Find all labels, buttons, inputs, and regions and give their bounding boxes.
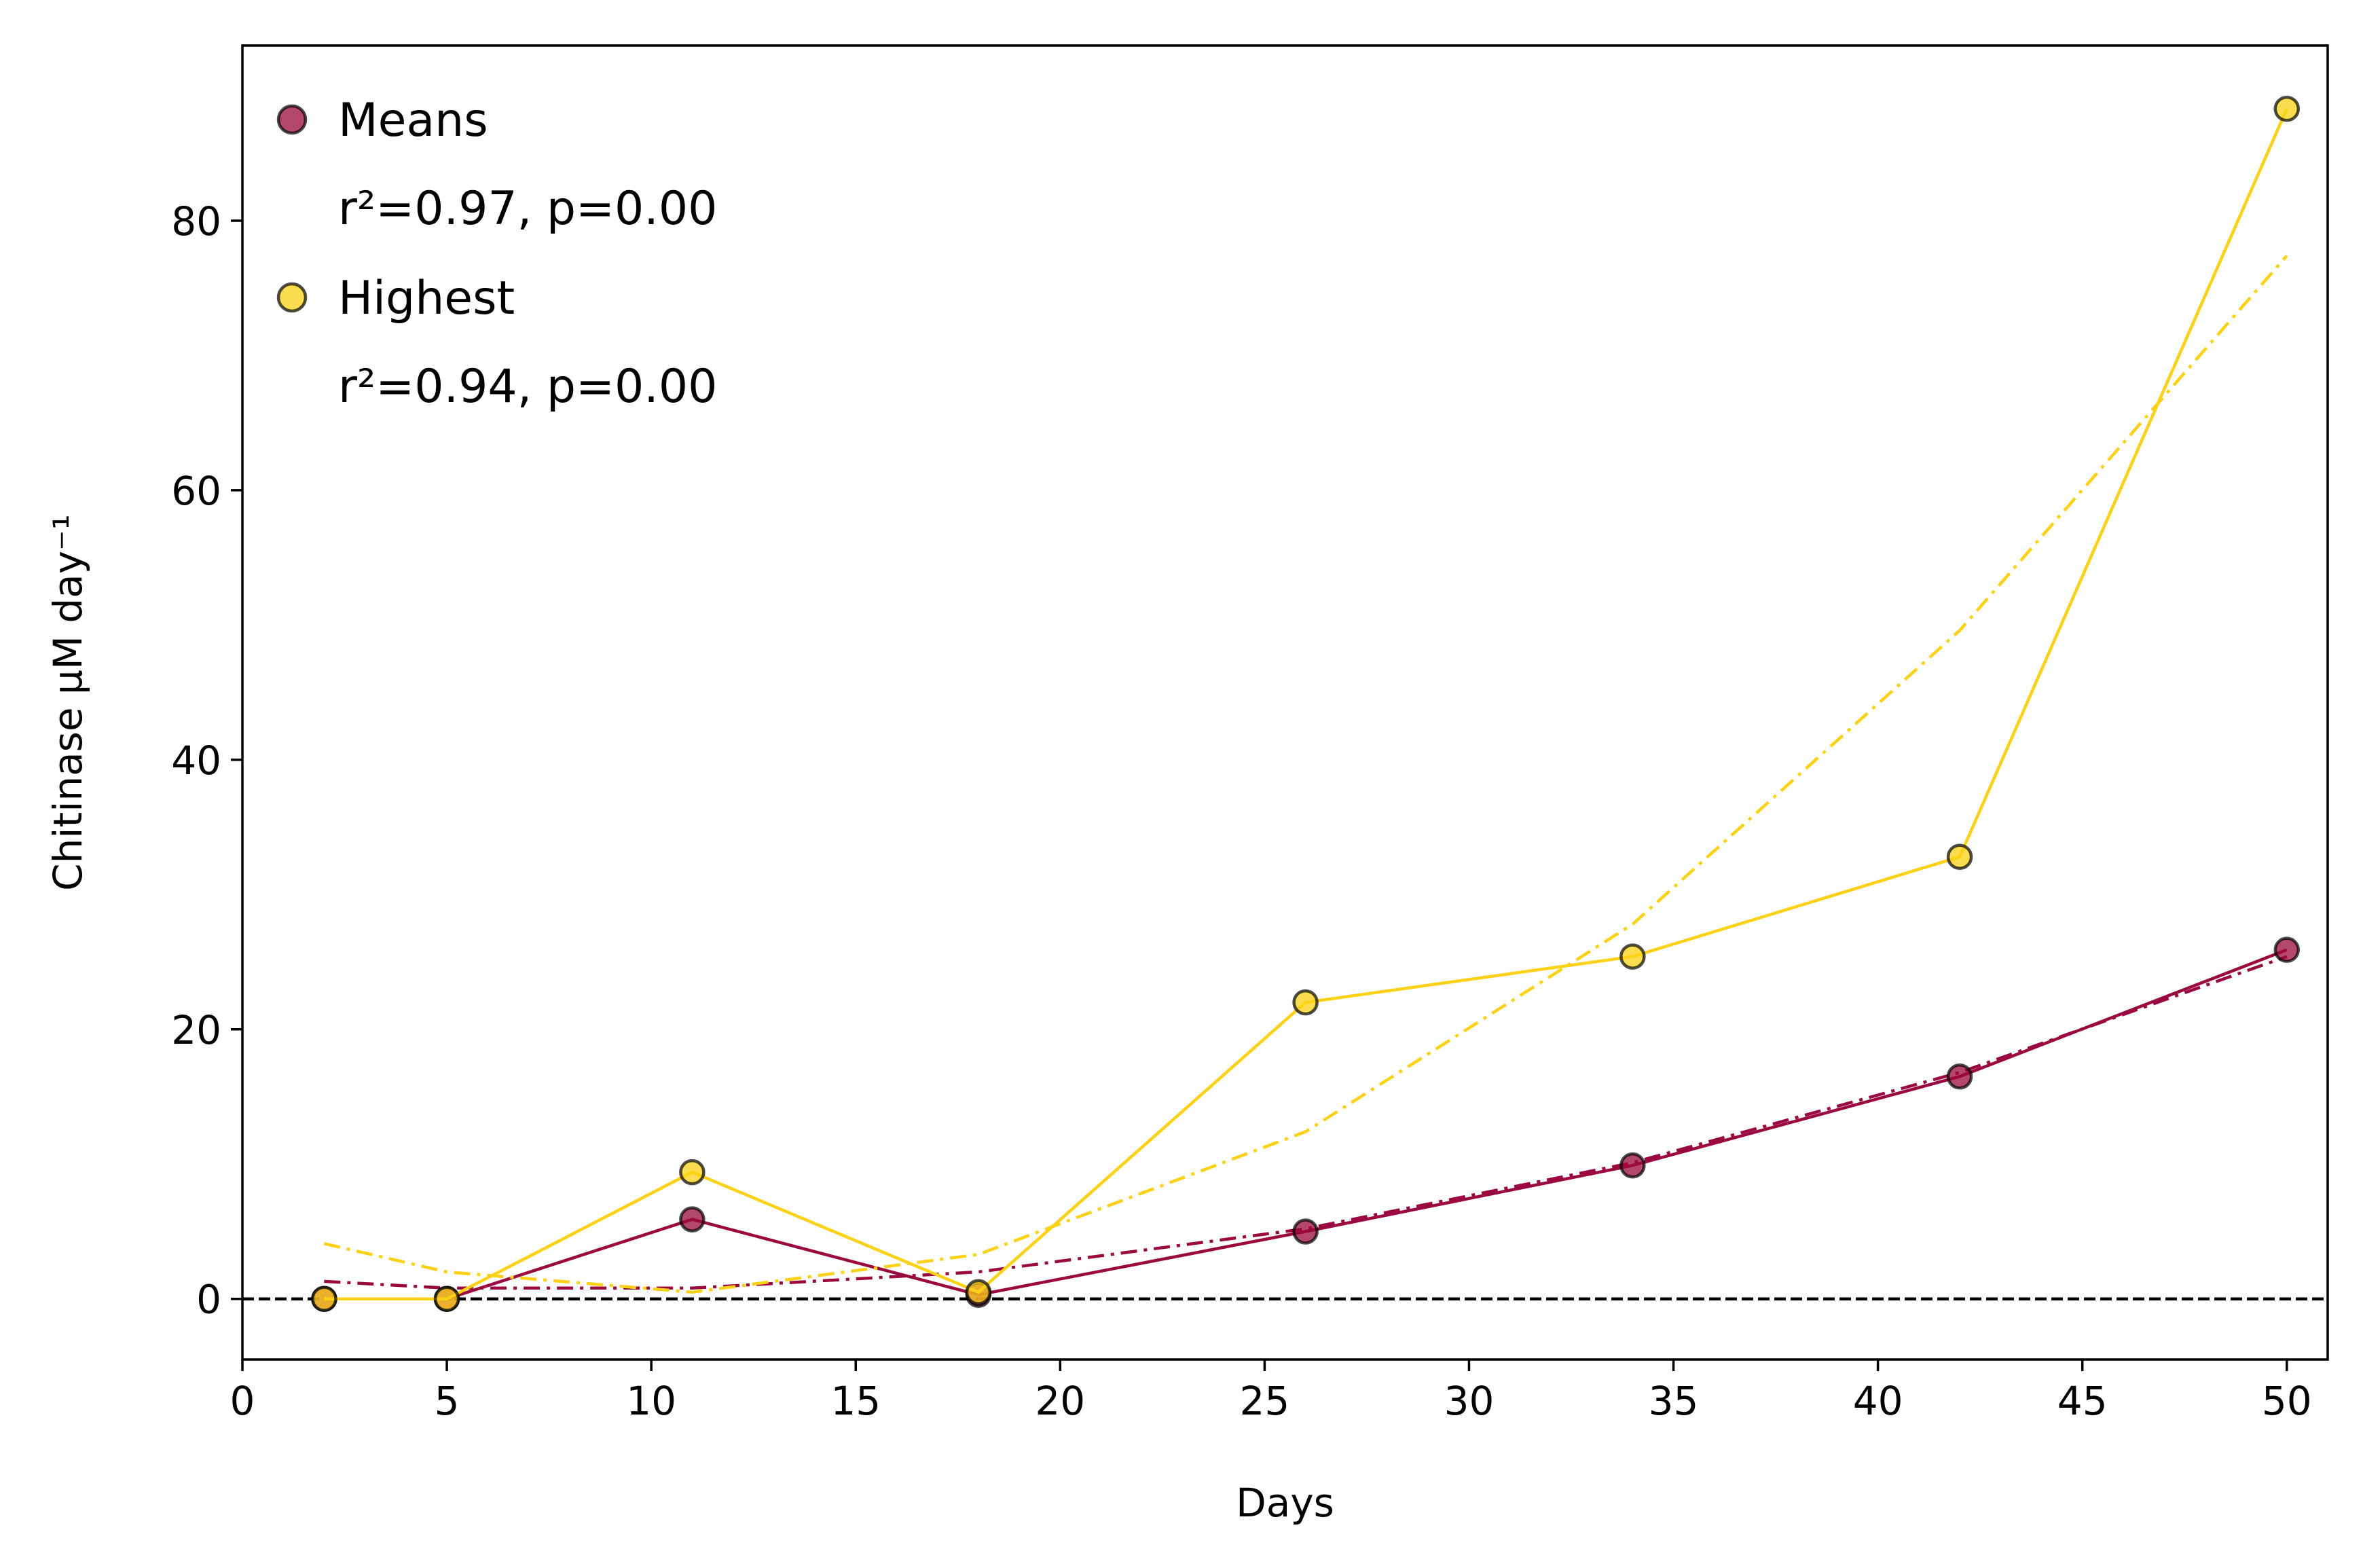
legend: Means r²=0.97, p=0.00 Highest r²=0.94, p=0.… — [276, 94, 717, 414]
x-tick-label: 20 — [1035, 1378, 1085, 1424]
x-tick-label: 10 — [626, 1378, 676, 1424]
x-tick-label: 30 — [1444, 1378, 1495, 1424]
means-fit-stat: r²=0.97, p=0.00 — [338, 182, 717, 236]
highest-point — [1292, 989, 1319, 1016]
x-tick-label: 35 — [1649, 1378, 1699, 1424]
means-point — [1292, 1218, 1319, 1245]
highest-legend-label: Highest — [338, 272, 515, 325]
highest-point — [1619, 943, 1646, 970]
x-tick-label: 15 — [830, 1378, 881, 1424]
y-tick-label: 0 — [196, 1277, 221, 1323]
highest-point — [1946, 843, 1973, 870]
y-axis-title: Chitinase μM day⁻¹ — [45, 514, 91, 891]
means-fit-line — [324, 955, 2288, 1290]
means-point — [2273, 936, 2301, 963]
x-axis-title: Days — [1236, 1480, 1334, 1526]
x-tick-label: 50 — [2262, 1378, 2312, 1424]
y-tick-label: 20 — [171, 1007, 221, 1053]
highest-fit-line — [323, 255, 2288, 1294]
x-tick-label: 45 — [2057, 1378, 2108, 1424]
x-tick-label: 40 — [1853, 1378, 1903, 1424]
means-point — [679, 1206, 706, 1233]
highest-fit-stat: r²=0.94, p=0.00 — [338, 360, 717, 414]
means-legend-label: Means — [338, 94, 488, 147]
highest-point — [311, 1286, 337, 1312]
x-tick-label: 5 — [435, 1378, 460, 1424]
highest-point — [965, 1279, 992, 1306]
y-tick-label: 80 — [171, 198, 221, 244]
means-point — [1946, 1063, 1973, 1090]
plot-layer — [242, 96, 2328, 1312]
y-tick-label: 60 — [171, 468, 221, 514]
highest-series — [311, 96, 2301, 1312]
means-point — [1619, 1152, 1646, 1179]
highest-point — [433, 1286, 460, 1312]
highest-data-line — [324, 108, 2288, 1300]
highest-point — [679, 1159, 706, 1186]
y-tick-label: 40 — [171, 737, 221, 784]
ticks-layer: 0 5 10 15 20 25 30 35 40 45 50 0 20 40 60 80 — [171, 198, 2312, 1424]
means-legend-marker — [276, 104, 308, 135]
highest-legend-marker — [276, 282, 308, 313]
x-tick-label: 0 — [230, 1378, 255, 1424]
x-tick-label: 25 — [1239, 1378, 1289, 1424]
means-data-line — [324, 948, 2288, 1300]
highest-point — [2273, 96, 2301, 122]
plot-frame — [241, 44, 2329, 1361]
